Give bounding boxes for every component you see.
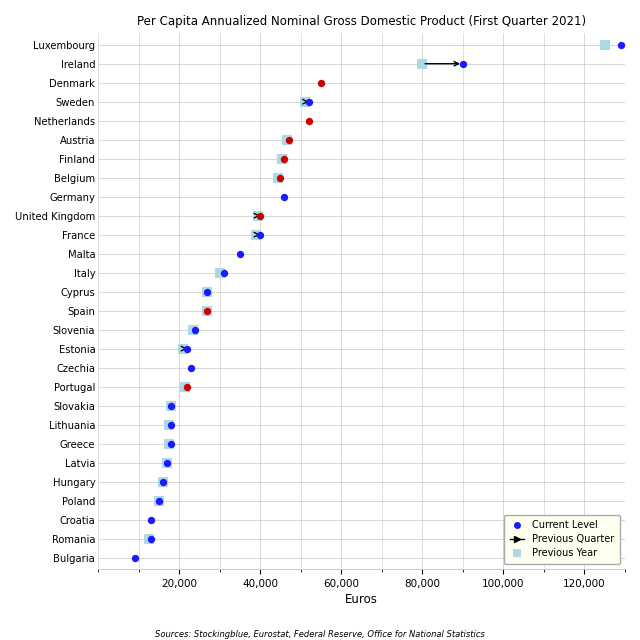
Point: [251, 230, 261, 240]
Point: [180, 381, 190, 392]
Point: [158, 476, 168, 486]
Point: [280, 154, 290, 164]
Point: [166, 401, 176, 411]
X-axis label: Euros: Euros: [345, 593, 378, 606]
Point: [178, 344, 188, 354]
Point: [282, 134, 292, 145]
Point: [202, 305, 212, 316]
Point: [316, 77, 326, 88]
Point: [273, 173, 284, 183]
Legend: Current Level, Previous Quarter, Previous Year: Current Level, Previous Quarter, Previou…: [504, 515, 620, 564]
Point: [202, 287, 212, 297]
Point: [458, 59, 468, 69]
Point: [253, 211, 263, 221]
Point: [600, 40, 610, 50]
Point: [300, 97, 310, 107]
Point: [616, 40, 626, 50]
Text: Sources: Stockingblue, Eurostat, Federal Reserve, Office for National Statistics: Sources: Stockingblue, Eurostat, Federal…: [155, 630, 485, 639]
Point: [166, 401, 176, 411]
Point: [158, 476, 168, 486]
Point: [164, 438, 174, 449]
Point: [202, 305, 212, 316]
Point: [304, 97, 314, 107]
Point: [166, 438, 176, 449]
Point: [255, 230, 266, 240]
Point: [417, 59, 428, 69]
Point: [202, 287, 212, 297]
Point: [255, 211, 266, 221]
Title: Per Capita Annualized Nominal Gross Domestic Product (First Quarter 2021): Per Capita Annualized Nominal Gross Dome…: [137, 15, 586, 28]
Point: [182, 381, 193, 392]
Point: [190, 324, 200, 335]
Point: [280, 191, 290, 202]
Point: [164, 419, 174, 429]
Point: [284, 134, 294, 145]
Point: [162, 458, 172, 468]
Point: [214, 268, 225, 278]
Point: [219, 268, 229, 278]
Point: [162, 458, 172, 468]
Point: [154, 495, 164, 506]
Point: [304, 116, 314, 126]
Point: [129, 552, 140, 563]
Point: [186, 362, 196, 372]
Point: [277, 154, 287, 164]
Point: [166, 419, 176, 429]
Point: [146, 515, 156, 525]
Point: [182, 344, 193, 354]
Point: [275, 173, 285, 183]
Point: [188, 324, 198, 335]
Point: [154, 495, 164, 506]
Point: [146, 533, 156, 543]
Point: [235, 248, 245, 259]
Point: [143, 533, 154, 543]
